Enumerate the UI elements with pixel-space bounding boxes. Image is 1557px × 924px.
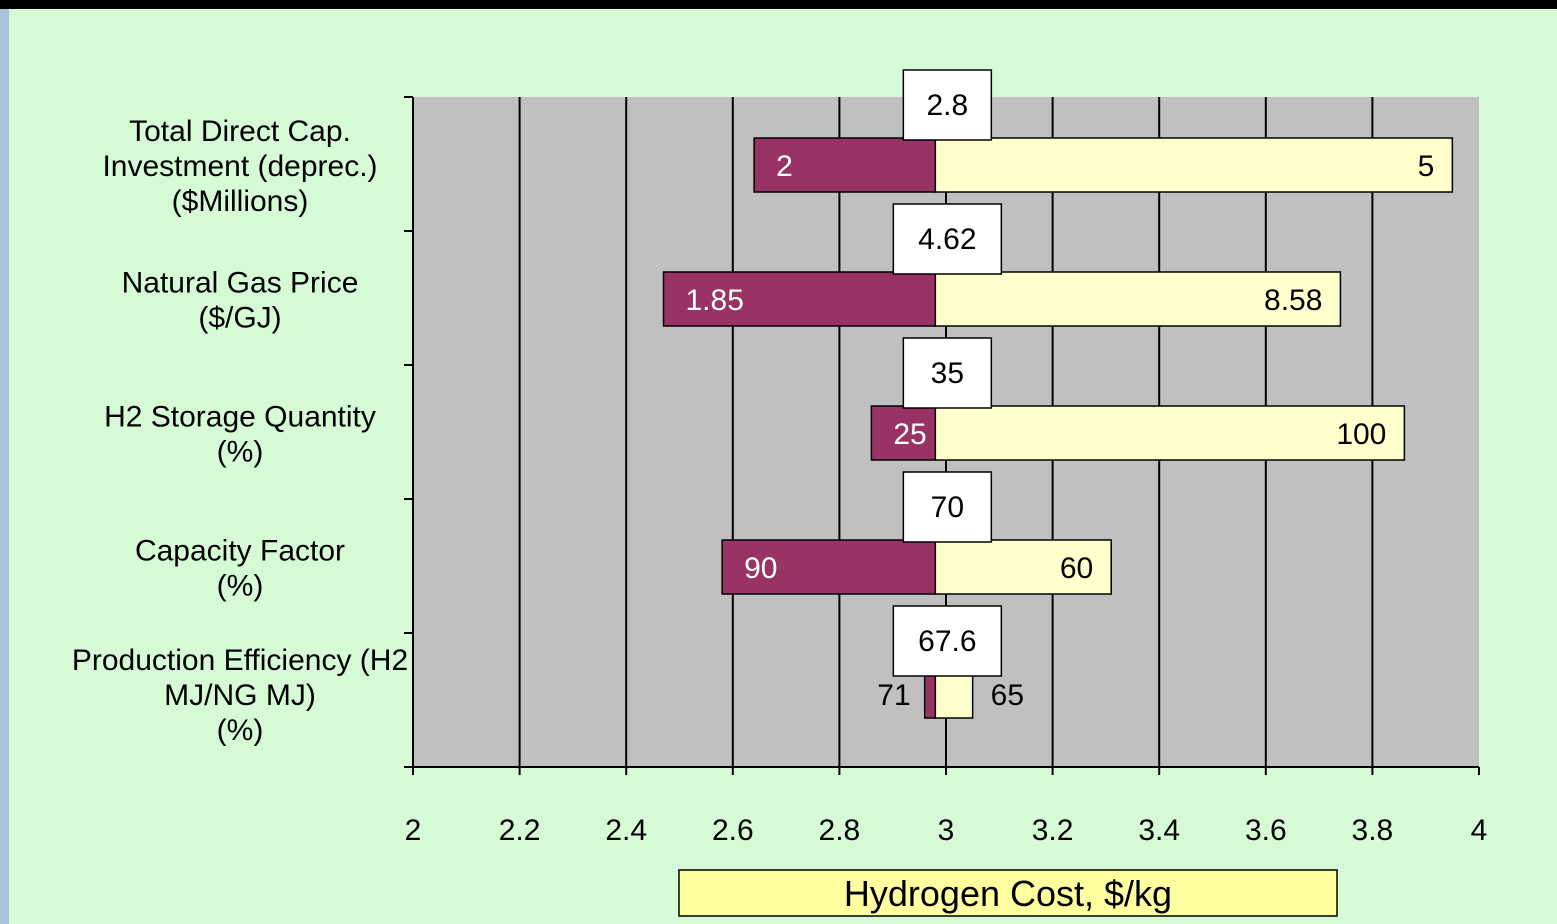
low-value-label: 71 <box>877 679 910 712</box>
low-value-label: 1.85 <box>686 284 744 317</box>
high-bar <box>934 669 974 719</box>
low-bar <box>721 539 937 595</box>
baseline-value-box <box>902 471 993 543</box>
left-border <box>0 9 9 924</box>
x-tick-label: 2.6 <box>712 814 754 847</box>
high-bar <box>934 137 1454 193</box>
top-border <box>0 0 1557 9</box>
x-tick-label: 3.6 <box>1245 814 1287 847</box>
category-label: (%) <box>217 570 264 603</box>
x-tick-label: 4 <box>1471 814 1488 847</box>
category-labels: Total Direct Cap.Investment (deprec.)($M… <box>72 115 408 747</box>
high-bar <box>934 271 1342 327</box>
high-value-label: 8.58 <box>1264 284 1322 317</box>
high-value-label: 5 <box>1418 150 1435 183</box>
category-label: Natural Gas Price <box>122 267 359 300</box>
low-bar <box>662 271 937 327</box>
x-tick-label: 2.8 <box>819 814 861 847</box>
axes <box>404 96 1480 775</box>
baseline-value-box <box>902 69 993 141</box>
baseline-value-box <box>892 605 1003 677</box>
category-label: (%) <box>217 436 264 469</box>
high-value-label: 100 <box>1336 418 1386 451</box>
low-value-label: 2 <box>776 150 793 183</box>
x-tick-label: 3.4 <box>1138 814 1180 847</box>
baseline-value-box <box>892 203 1003 275</box>
x-tick-label: 2.4 <box>605 814 647 847</box>
low-value-label: 90 <box>744 552 777 585</box>
category-label: (%) <box>217 714 264 747</box>
low-bar <box>923 669 937 719</box>
baseline-value-label: 35 <box>931 357 964 390</box>
x-tick-label: 2 <box>405 814 422 847</box>
category-label: Total Direct Cap. <box>129 115 351 148</box>
high-value-label: 65 <box>991 679 1024 712</box>
x-axis-title-box <box>678 869 1338 917</box>
low-bar <box>753 137 937 193</box>
high-value-label: 60 <box>1060 552 1093 585</box>
category-label: H2 Storage Quantity <box>104 401 376 434</box>
category-label: ($Millions) <box>172 185 309 218</box>
x-axis-title-group: Hydrogen Cost, $/kg <box>678 869 1338 917</box>
high-bar <box>934 539 1112 595</box>
baseline-value-box <box>902 337 993 409</box>
baseline-value-label: 2.8 <box>926 89 968 122</box>
x-tick-labels: 2 2.2 2.4 2.6 2.8 3 3.2 3.4 3.6 3.8 4 <box>405 814 1488 847</box>
baseline-value-label: 70 <box>931 491 964 524</box>
category-label: Investment (deprec.) <box>102 150 377 183</box>
category-label: ($/GJ) <box>198 302 281 335</box>
x-axis-title: Hydrogen Cost, $/kg <box>844 873 1172 914</box>
x-tick-label: 3.2 <box>1032 814 1074 847</box>
category-label: Capacity Factor <box>135 535 345 568</box>
low-value-label: 25 <box>893 418 926 451</box>
category-label: Production Efficiency (H2 <box>72 644 408 677</box>
category-label: MJ/NG MJ) <box>164 679 316 712</box>
baseline-value-label: 67.6 <box>918 625 976 658</box>
high-bar <box>934 405 1406 461</box>
x-tick-label: 3.8 <box>1352 814 1394 847</box>
baseline-value-label: 4.62 <box>918 223 976 256</box>
x-tick-label: 3 <box>938 814 955 847</box>
x-tick-label: 2.2 <box>499 814 541 847</box>
